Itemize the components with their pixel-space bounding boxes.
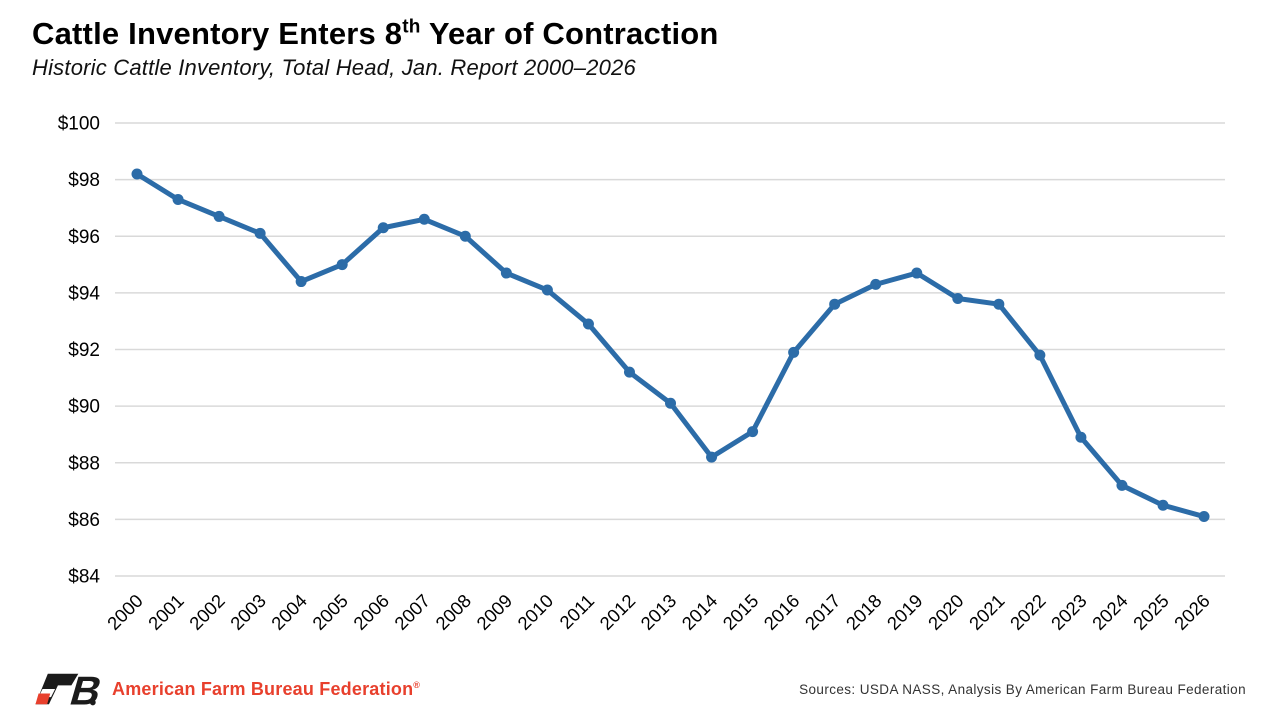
page-subtitle: Historic Cattle Inventory, Total Head, J… (32, 54, 636, 80)
x-axis-tick-label: 2016 (760, 590, 804, 634)
y-axis-tick-label: $86 (68, 510, 100, 531)
x-axis-tick-label: 2000 (103, 590, 147, 634)
data-point (1034, 349, 1046, 361)
x-axis-tick-label: 2014 (677, 590, 721, 634)
x-axis-tick-label: 2004 (267, 590, 311, 634)
data-point (623, 366, 635, 378)
registered-mark: ® (413, 679, 421, 690)
data-point (747, 426, 759, 438)
x-axis-tick-label: 2008 (431, 590, 475, 634)
data-point (1198, 511, 1210, 523)
data-point (213, 210, 225, 222)
data-point (1075, 431, 1087, 443)
data-point (1116, 479, 1128, 491)
x-axis-tick-label: 2013 (636, 590, 680, 634)
y-axis-tick-label: $96 (68, 227, 100, 248)
data-point (336, 259, 348, 271)
afbf-logo-icon: B (35, 670, 100, 708)
data-point (665, 397, 677, 409)
x-axis-tick-label: 2017 (801, 590, 845, 634)
cattle-inventory-line-chart: $100 $98 $96 $94 $92 $90 $88 $86 $84200020012002… (58, 114, 1225, 634)
x-axis-tick-label: 2007 (390, 590, 434, 634)
y-axis-tick-label: $90 (68, 397, 100, 418)
data-point (1157, 499, 1169, 511)
data-line (134, 171, 1207, 520)
data-point (500, 267, 512, 279)
x-axis-tick-label: 2015 (718, 590, 762, 634)
page-title-suffix: Year of Contraction (420, 16, 719, 51)
page-title-superscript: th (402, 16, 421, 38)
page-title-prefix: Cattle Inventory Enters 8 (32, 16, 403, 51)
x-axis-tick-label: 2022 (1006, 590, 1050, 634)
x-axis-tick-label: 2018 (842, 590, 886, 634)
x-axis-tick-label: 2001 (144, 590, 188, 634)
y-axis-tick-label: $94 (68, 283, 100, 304)
x-axis-tick-label: 2005 (308, 590, 352, 634)
x-axis-tick-label: 2011 (555, 590, 598, 633)
x-axis-tick-label: 2024 (1088, 590, 1132, 634)
x-axis-tick-label: 2021 (965, 590, 1009, 634)
x-axis-tick-label: 2003 (226, 590, 270, 634)
y-axis-tick-label: $88 (68, 453, 100, 474)
x-axis-tick-label: 2010 (513, 590, 557, 634)
x-axis-tick-label: 2019 (883, 590, 927, 634)
sources-note: Sources: USDA NASS, Analysis By American… (799, 682, 1246, 697)
y-axis-tick-label: $92 (68, 340, 100, 361)
data-point (377, 222, 389, 234)
data-point (993, 298, 1005, 310)
data-point (541, 284, 553, 296)
data-point (952, 293, 964, 305)
data-point (131, 168, 143, 180)
y-axis-tick-label: $84 (68, 567, 100, 588)
data-point (706, 451, 718, 463)
page-title: Cattle Inventory Enters 8th Year of Cont… (32, 16, 719, 52)
data-point (459, 230, 471, 242)
data-point (829, 298, 841, 310)
x-axis-tick-label: 2009 (472, 590, 516, 634)
x-axis-tick-label: 2023 (1047, 590, 1091, 634)
data-point (788, 346, 800, 358)
data-point (418, 213, 430, 225)
data-point (254, 227, 266, 239)
x-axis-tick-label: 2002 (185, 590, 229, 634)
data-point (172, 193, 184, 205)
org-name-text: American Farm Bureau Federation (112, 678, 414, 699)
footer: B American Farm Bureau Federation® Sourc… (30, 666, 1246, 712)
org-name: American Farm Bureau Federation® (112, 679, 420, 700)
y-axis-tick-label: $100 (58, 114, 100, 135)
x-axis-tick-label: 2006 (349, 590, 393, 634)
x-axis-tick-label: 2020 (924, 590, 968, 634)
y-axis-tick-label: $98 (68, 170, 100, 191)
x-axis-tick-label: 2012 (595, 590, 639, 634)
data-point (870, 278, 882, 290)
header: Cattle Inventory Enters 8th Year of Cont… (32, 16, 719, 81)
data-point (295, 276, 307, 288)
data-point (582, 318, 594, 330)
data-point (911, 267, 923, 279)
footer-branding: B American Farm Bureau Federation® (30, 670, 420, 708)
x-axis-tick-label: 2025 (1129, 590, 1173, 634)
x-axis-tick-label: 2026 (1170, 590, 1214, 634)
